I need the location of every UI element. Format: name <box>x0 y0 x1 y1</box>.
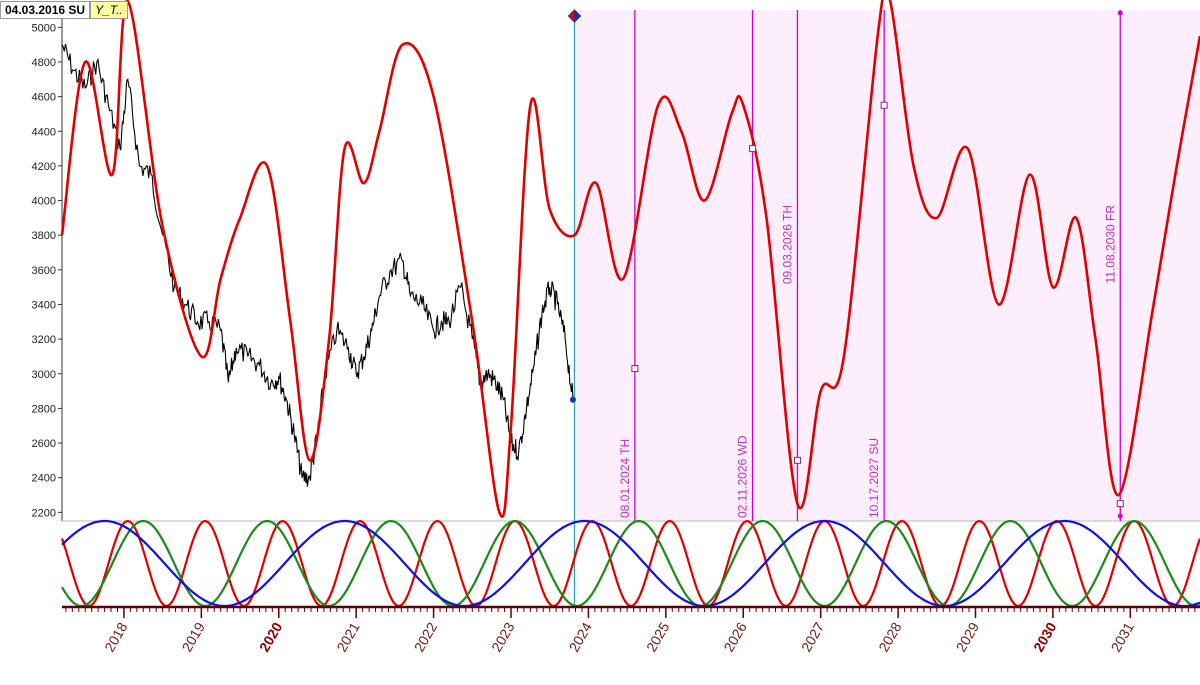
x-year-label: 2019 <box>179 619 209 654</box>
chart-header: 04.03.2016 SU Y_T.. <box>0 0 128 20</box>
y-tick-label: 3800 <box>32 230 56 242</box>
projection-date-label: 02.11.2026 WD <box>736 435 750 518</box>
projection-date-label: 11.08.2030 FR <box>1103 205 1117 284</box>
x-year-label: 2023 <box>488 619 518 654</box>
y-tick-label: 2600 <box>32 438 56 450</box>
projection-marker <box>1116 500 1124 508</box>
x-year-label: 2025 <box>643 619 673 654</box>
y-tick-label: 3400 <box>32 299 56 311</box>
y-tick-label: 3600 <box>32 265 56 277</box>
projection-top-dot <box>1117 10 1123 16</box>
projection-marker <box>793 456 801 464</box>
projection-marker <box>880 101 888 109</box>
date-label[interactable]: 04.03.2016 SU <box>0 1 91 19</box>
y-tick-label: 4000 <box>32 196 56 208</box>
projection-date-label: 10.17.2027 SU <box>867 438 881 518</box>
x-year-label: 2018 <box>101 619 131 654</box>
projection-area <box>574 10 1200 521</box>
y-tick-label: 4600 <box>32 92 56 104</box>
projection-date-label: 09.03.2026 TH <box>780 205 794 284</box>
x-year-label: 2027 <box>798 619 828 654</box>
x-year-label: 2029 <box>953 619 983 654</box>
projection-marker <box>749 145 757 153</box>
x-year-label: 2021 <box>333 619 363 654</box>
y-tick-label: 2200 <box>32 507 56 519</box>
x-year-label: 2031 <box>1107 619 1137 654</box>
x-year-label: 2030 <box>1030 619 1060 654</box>
wave-red <box>60 519 1200 608</box>
projection-date-label: 08.01.2024 TH <box>618 439 632 518</box>
y-tick-label: 4200 <box>32 161 56 173</box>
today-diamond-half <box>574 10 581 22</box>
projection-bottom-dot <box>1117 513 1123 519</box>
x-year-label: 2022 <box>411 619 441 654</box>
x-year-label: 2028 <box>875 619 905 654</box>
y-tick-label: 3000 <box>32 369 56 381</box>
y-tick-label: 3200 <box>32 334 56 346</box>
price-line <box>61 43 574 487</box>
x-year-label: 2020 <box>256 619 286 654</box>
x-year-label: 2026 <box>720 619 750 654</box>
cycle-composite-line <box>60 0 1200 518</box>
y-tick-label: 4400 <box>32 126 56 138</box>
wave-green <box>61 519 1200 608</box>
symbol-label[interactable]: Y_T.. <box>90 1 128 19</box>
current-price-marker <box>569 396 576 403</box>
x-year-label: 2024 <box>566 619 596 654</box>
wave-blue <box>61 519 1200 608</box>
projection-marker <box>631 365 639 373</box>
y-tick-label: 2800 <box>32 403 56 415</box>
y-tick-label: 2400 <box>32 473 56 485</box>
y-tick-label: 4800 <box>32 57 56 69</box>
y-tick-label: 5000 <box>32 22 56 34</box>
